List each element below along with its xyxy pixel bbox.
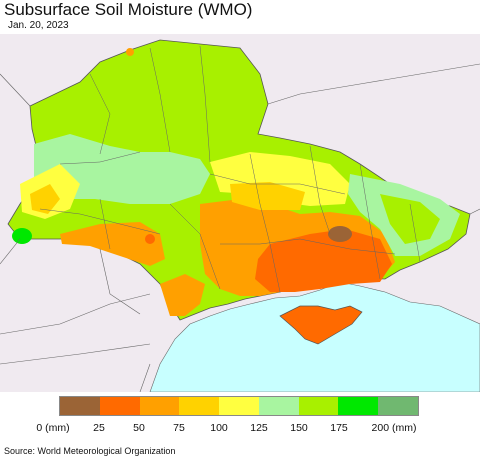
- legend-swatch-2: [139, 397, 180, 415]
- source-credit: Source: World Meteorological Organizatio…: [4, 446, 176, 456]
- map-area: [0, 34, 480, 392]
- legend-label-7: 175: [330, 422, 348, 434]
- legend-color-bar: [59, 396, 419, 416]
- zone-amber-central: [230, 182, 305, 210]
- legend-label-3: 75: [173, 422, 185, 434]
- zone-amber-west: [30, 184, 60, 214]
- zone-orange-southwest: [60, 222, 165, 266]
- zone-dark-orange-southeast: [255, 229, 392, 292]
- legend-label-2: 50: [133, 422, 145, 434]
- legend-labels: 0 (mm) 25 50 75 100 125 150 175 200 (mm): [0, 422, 480, 436]
- map-title: Subsurface Soil Moisture (WMO): [4, 0, 253, 19]
- legend-swatch-4: [219, 397, 259, 415]
- zone-green-east: [380, 194, 440, 244]
- legend-label-1: 25: [93, 422, 105, 434]
- region-borders: [39, 45, 421, 293]
- legend-swatch-8: [378, 397, 419, 415]
- legend-label-0: 0 (mm): [36, 422, 70, 434]
- legend-label-4: 100: [210, 422, 228, 434]
- soil-moisture-map: [0, 34, 480, 392]
- crimea: [279, 305, 363, 345]
- zone-spot-north: [126, 48, 134, 56]
- zone-bright-green-west: [12, 228, 32, 244]
- legend-swatch-3: [179, 397, 220, 415]
- legend-label-6: 150: [290, 422, 308, 434]
- legend-swatch-0: [60, 397, 100, 415]
- map-date: Jan. 20, 2023: [8, 20, 69, 31]
- neighbor-borders: [0, 63, 480, 392]
- legend-swatch-7: [338, 397, 379, 415]
- legend-label-8: 200 (mm): [371, 422, 417, 434]
- legend-swatch-5: [258, 397, 299, 415]
- legend-swatch-1: [99, 397, 140, 415]
- zone-orange-odesa: [160, 274, 205, 316]
- zone-brown-core: [328, 226, 352, 242]
- legend-swatch-6: [298, 397, 339, 415]
- zone-spot-orange: [145, 234, 155, 244]
- legend-label-5: 125: [250, 422, 268, 434]
